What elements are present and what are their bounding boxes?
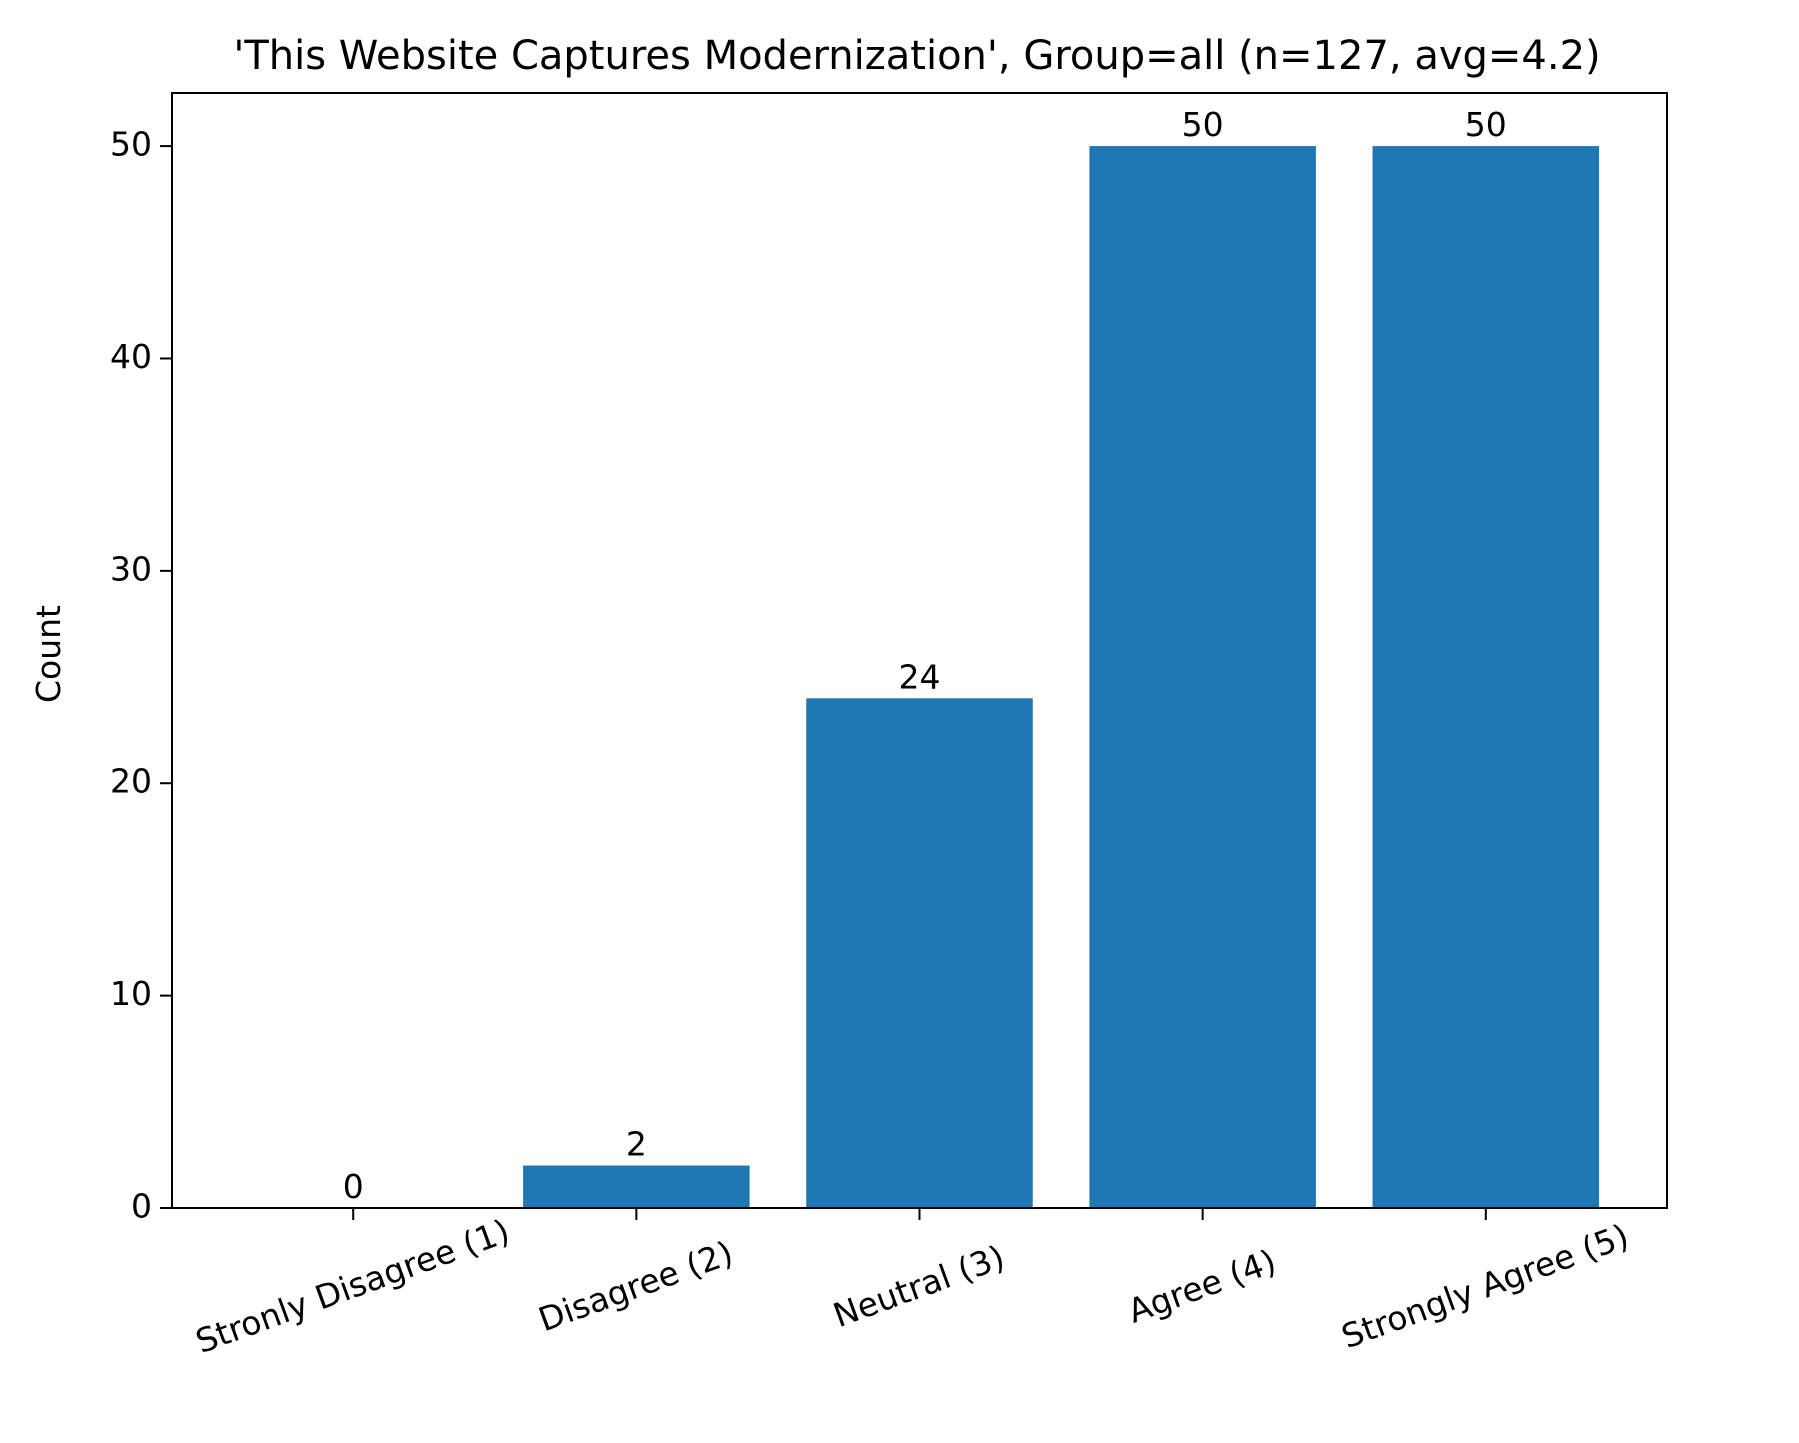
data-labels-group: 0 2 24 50 50 bbox=[343, 105, 1507, 1206]
data-label-3: 24 bbox=[899, 657, 941, 696]
y-tick-label-0: 0 bbox=[131, 1187, 152, 1226]
data-label-2: 2 bbox=[626, 1125, 647, 1164]
chart-title: 'This Website Captures Modernization', G… bbox=[233, 33, 1600, 79]
bar-2 bbox=[523, 1165, 750, 1208]
y-tick-label-50: 50 bbox=[110, 125, 152, 164]
y-tick-label-30: 30 bbox=[110, 549, 152, 588]
bars-group bbox=[523, 146, 1600, 1209]
y-axis-ticks: 0 10 20 30 40 50 bbox=[110, 125, 172, 1226]
bar-5 bbox=[1372, 146, 1600, 1209]
y-tick-label-20: 20 bbox=[110, 762, 152, 801]
data-label-5: 50 bbox=[1465, 105, 1507, 144]
plot-area-frame bbox=[171, 92, 1668, 1209]
bar-3 bbox=[806, 698, 1033, 1208]
y-tick-label-10: 10 bbox=[110, 974, 152, 1013]
y-tick-label-40: 40 bbox=[110, 337, 152, 376]
bar-4 bbox=[1089, 146, 1316, 1209]
y-axis-label: Count bbox=[29, 605, 68, 703]
data-label-4: 50 bbox=[1182, 105, 1224, 144]
data-label-1: 0 bbox=[343, 1167, 364, 1206]
